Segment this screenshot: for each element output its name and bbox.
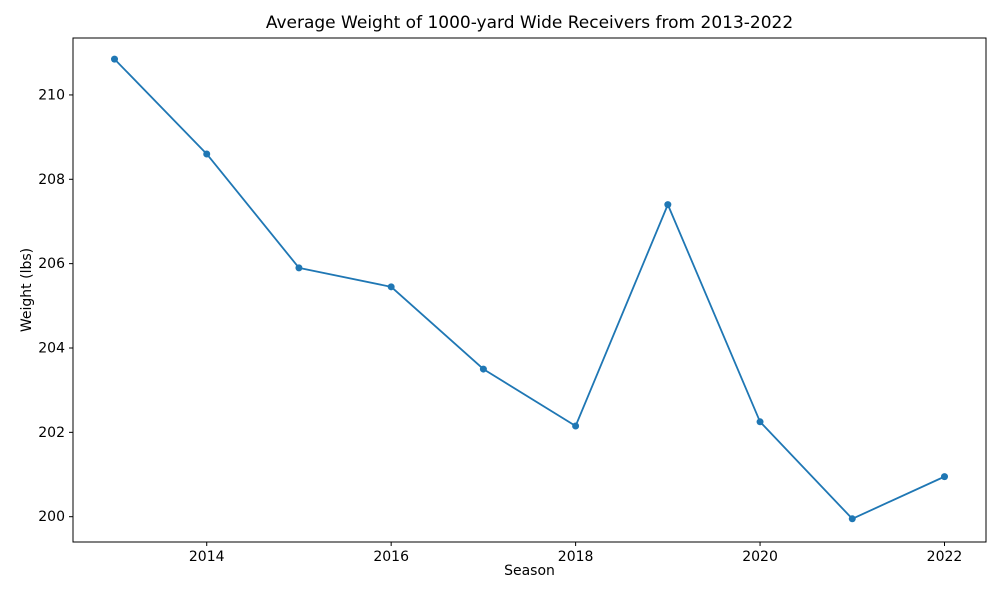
y-tick-label: 202	[38, 425, 65, 441]
data-point-marker	[941, 473, 948, 481]
data-point-marker	[203, 150, 211, 158]
data-point-marker	[848, 515, 856, 523]
y-tick-label: 206	[38, 256, 65, 272]
x-tick-label: 2014	[189, 549, 225, 565]
y-tick-label: 210	[38, 87, 65, 103]
data-point-marker	[387, 283, 395, 291]
data-point-marker	[295, 264, 303, 272]
data-point-marker	[111, 55, 118, 63]
data-line	[113, 58, 946, 520]
x-tick-label: 2020	[742, 549, 778, 565]
chart-title: Average Weight of 1000-yard Wide Receive…	[265, 13, 794, 33]
y-tick-label: 208	[38, 172, 65, 188]
data-point-marker	[479, 365, 487, 373]
plot-frame	[72, 37, 987, 543]
x-tick-label: 2022	[927, 549, 963, 565]
data-point-marker	[664, 201, 672, 209]
data-point-marker	[572, 422, 580, 430]
data-point-marker	[756, 418, 764, 426]
y-axis-label: Weight (lbs)	[19, 247, 35, 333]
x-axis-label: Season	[504, 563, 555, 579]
y-tick-label: 200	[38, 509, 65, 525]
x-tick-label: 2016	[373, 549, 409, 565]
y-tick-label: 204	[38, 340, 65, 356]
x-tick-label: 2018	[558, 549, 594, 565]
